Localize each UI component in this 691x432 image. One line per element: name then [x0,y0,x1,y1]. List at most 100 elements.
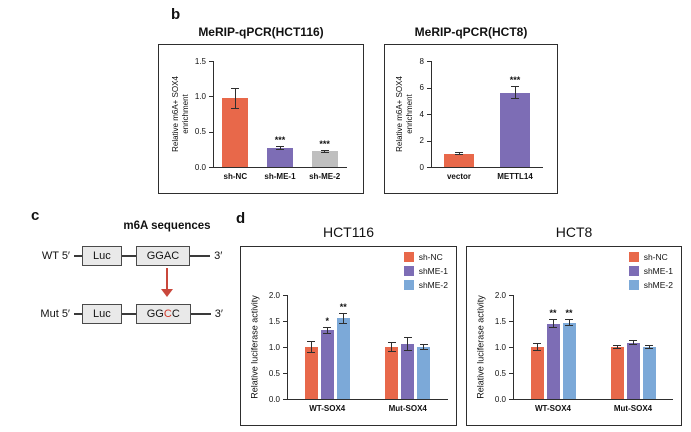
bar [562,322,576,399]
bar [401,343,415,399]
y-tick-mark [509,321,513,322]
error-bar-cap [231,87,240,89]
bar [642,347,656,399]
error-bar-line [568,319,570,326]
x-category-label: WT-SOX4 [309,404,346,413]
legend-label: sh-NC [418,252,443,262]
bar [304,347,318,399]
y-tick-mark [509,347,513,348]
x-category-label: WT-SOX4 [534,404,571,413]
connector-line [74,255,82,257]
y-axis-title: Relative luciferase activity [475,295,486,399]
legend-swatch [628,266,639,276]
y-tick-mark [209,167,213,168]
panel-label-d: d [236,210,246,227]
error-bar-cap [629,340,637,342]
bar [500,92,530,167]
error-bar-cap [455,154,463,156]
mut-luc-box: Luc [82,303,122,325]
mut-ggcc-box: GGCC [135,303,191,325]
error-bar-cap [549,326,557,328]
arrow-head [161,289,173,297]
legend: sh-NC shME-1 shME-2 [628,252,673,294]
x-axis [287,399,448,400]
x-category-label: vector [446,172,471,181]
y-tick-mark [209,61,213,62]
error-bar-cap [565,324,573,326]
y-axis [287,295,288,399]
error-bar [231,87,240,110]
error-bar-line [552,319,554,328]
error-bar-cap [533,343,541,345]
y-tick-label: 1.5 [194,56,206,66]
seq-mutated-letter: C [163,307,172,320]
error-bar-cap [276,145,284,147]
error-bar-cap [419,349,428,351]
y-axis-title: Relative m6A+ SOX4 enrichment [395,76,414,152]
legend-item: sh-NC [403,252,448,262]
error-bar-cap [613,344,621,346]
bar [546,323,560,399]
significance-label: *** [319,139,330,150]
error-bar-cap [307,340,316,342]
y-tick-label: 0.5 [268,368,280,378]
legend-swatch [403,280,414,290]
chart-title: HCT116 [322,224,375,240]
y-tick-mark [427,114,431,115]
connector-line [190,313,211,315]
y-tick-label: 4 [419,109,424,119]
connector-line [74,313,82,315]
error-bar-line [391,341,393,353]
error-bar-cap [629,344,637,346]
connector-line [121,255,136,257]
wt-3prime-label: 3′ [214,250,223,262]
error-bar [276,145,284,151]
error-bar-cap [645,348,653,350]
chart-plot-area: 0 2 4 6 8 Relative m6A+ SOX4 enrichment vector… [384,44,558,194]
y-axis [213,61,214,167]
legend-label: shME-2 [418,280,448,290]
legend-item: sh-NC [628,252,673,262]
error-bar-cap [533,349,541,351]
wt-5prime-label: WT 5′ [41,250,70,262]
bar [530,347,544,399]
y-tick-mark [283,373,287,374]
y-tick-label: 0.5 [494,368,506,378]
y-axis [513,295,514,399]
bar [320,330,334,399]
bar [626,342,640,399]
x-category-label: sh-NC [223,172,248,181]
seq-normal: C [171,307,180,320]
error-bar [419,343,428,351]
error-bar-line [234,87,236,110]
y-tick-label: 1.5 [268,316,280,326]
connector-line [121,313,136,315]
error-bar [565,319,573,326]
mut-construct: Mut 5′ Luc GGCC 3′ [34,302,223,326]
legend-item: shME-2 [628,280,673,290]
chart-title: HCT8 [555,224,593,240]
legend-item: shME-1 [403,266,448,276]
error-bar [455,152,463,156]
panel-c-diagram: m6A sequences WT 5′ Luc GGAC 3′ Mut 5′ L… [28,220,243,340]
bar [417,347,431,399]
bar [311,151,338,167]
bar [267,147,293,167]
error-bar [629,340,637,346]
chart-luciferase-hct116: HCT116 0.0 0.5 1.0 1.5 2.0 Relative luciferase… [240,222,457,426]
y-tick-mark [283,321,287,322]
mut-3prime-label: 3′ [214,308,223,320]
error-bar-line [458,152,460,156]
y-tick-mark [427,61,431,62]
error-bar [339,313,348,324]
error-bar [307,340,316,354]
chart-luciferase-hct8: HCT8 0.0 0.5 1.0 1.5 2.0 Relative luciferase a… [466,222,682,426]
chart-plot-area: 0.0 0.5 1.0 1.5 Relative m6A+ SOX4 enrichmen… [158,44,364,194]
bar [336,318,350,399]
chart-title: MeRIP-qPCR(HCT8) [414,25,528,39]
y-axis-title: Relative m6A+ SOX4 enrichment [171,76,190,152]
error-bar [403,337,412,351]
legend-item: shME-2 [403,280,448,290]
wt-ggac-box: GGAC [135,245,191,267]
y-tick-label: 6 [419,83,424,92]
